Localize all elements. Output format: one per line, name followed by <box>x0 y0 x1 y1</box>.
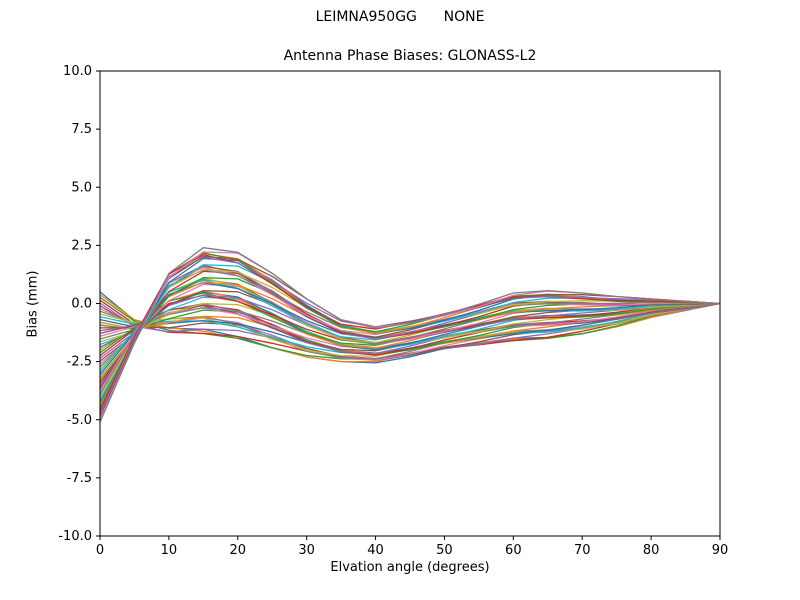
y-tick-label: 5.0 <box>71 180 92 195</box>
x-tick-label: 50 <box>436 543 453 558</box>
bias-curve <box>99 302 721 361</box>
x-tick-label: 70 <box>574 543 591 558</box>
bias-curve <box>99 255 721 417</box>
x-tick-label: 20 <box>230 543 247 558</box>
y-axis-label: Bias (mm) <box>25 270 41 338</box>
figure-suptitle: LEIMNA950GG NONE <box>315 9 485 25</box>
bias-curve <box>99 283 721 365</box>
bias-curve <box>99 257 721 404</box>
bias-curve <box>99 270 721 384</box>
y-tick-label: 7.5 <box>71 122 92 137</box>
y-tick-label: -7.5 <box>67 471 92 486</box>
bias-curve <box>99 247 721 423</box>
bias-curve <box>99 302 721 356</box>
bias-curve <box>99 296 721 351</box>
y-tick-label: -5.0 <box>67 413 92 428</box>
y-tick-label: 0.0 <box>71 297 92 312</box>
y-tick-label: 10.0 <box>63 64 92 79</box>
x-tick-label: 10 <box>161 543 178 558</box>
x-tick-label: 30 <box>298 543 315 558</box>
axes-title: Antenna Phase Biases: GLONASS-L2 <box>283 48 537 64</box>
x-tick-label: 60 <box>505 543 522 558</box>
x-tick-label: 90 <box>712 543 729 558</box>
y-tick-label: -2.5 <box>67 355 92 370</box>
x-tick-label: 0 <box>96 543 104 558</box>
y-tick-label: -10.0 <box>58 529 92 544</box>
x-tick-label: 80 <box>643 543 660 558</box>
y-tick-label: 2.5 <box>71 238 92 253</box>
x-axis-label: Elvation angle (degrees) <box>330 560 490 575</box>
x-tick-label: 40 <box>367 543 384 558</box>
